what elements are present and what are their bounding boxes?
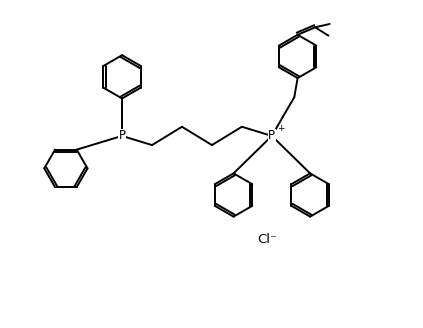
Text: +: + bbox=[277, 124, 284, 133]
Text: Cl⁻: Cl⁻ bbox=[258, 233, 277, 246]
Text: P: P bbox=[268, 130, 275, 142]
Text: P: P bbox=[118, 130, 126, 142]
